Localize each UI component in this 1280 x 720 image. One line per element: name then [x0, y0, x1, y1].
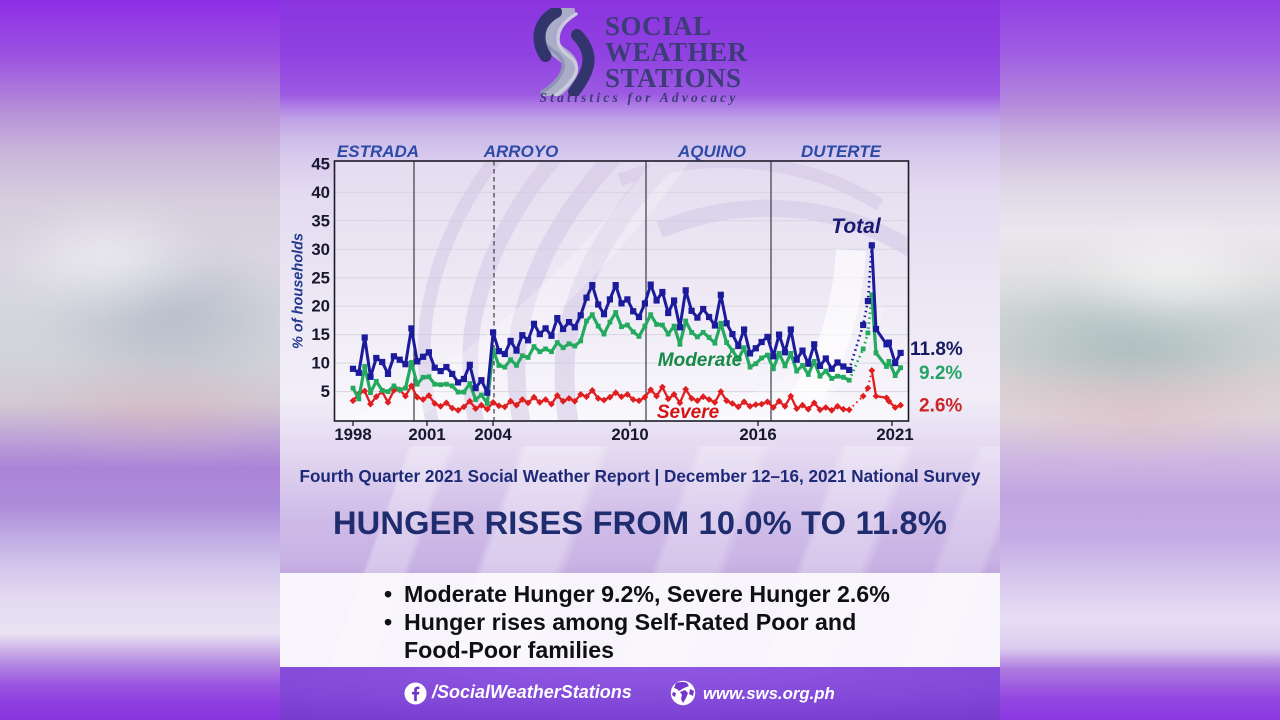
svg-text:5: 5 [321, 382, 330, 401]
svg-text:% of households: % of households [291, 233, 307, 349]
svg-text:2004: 2004 [474, 425, 512, 444]
svg-text:2001: 2001 [408, 425, 445, 444]
svg-text:ARROYO: ARROYO [483, 142, 559, 161]
svg-text:25: 25 [311, 268, 330, 287]
svg-text:2021: 2021 [876, 425, 913, 444]
svg-text:Total: Total [831, 215, 882, 238]
svg-text:2016: 2016 [739, 425, 776, 444]
svg-text:1998: 1998 [334, 425, 371, 444]
svg-text:10: 10 [311, 354, 330, 373]
svg-text:9.2%: 9.2% [919, 363, 962, 384]
svg-text:15: 15 [311, 325, 330, 344]
svg-text:40: 40 [311, 183, 330, 202]
svg-text:Moderate: Moderate [658, 350, 743, 371]
svg-text:45: 45 [311, 154, 330, 173]
svg-text:2010: 2010 [611, 425, 648, 444]
svg-text:20: 20 [311, 297, 330, 316]
svg-text:30: 30 [311, 240, 330, 259]
svg-text:Severe: Severe [657, 402, 720, 423]
svg-text:2.6%: 2.6% [919, 396, 962, 417]
svg-text:11.8%: 11.8% [910, 339, 963, 360]
svg-text:DUTERTE: DUTERTE [801, 142, 882, 161]
svg-text:AQUINO: AQUINO [677, 142, 746, 161]
svg-text:ESTRADA: ESTRADA [337, 142, 419, 161]
svg-text:35: 35 [311, 211, 330, 230]
